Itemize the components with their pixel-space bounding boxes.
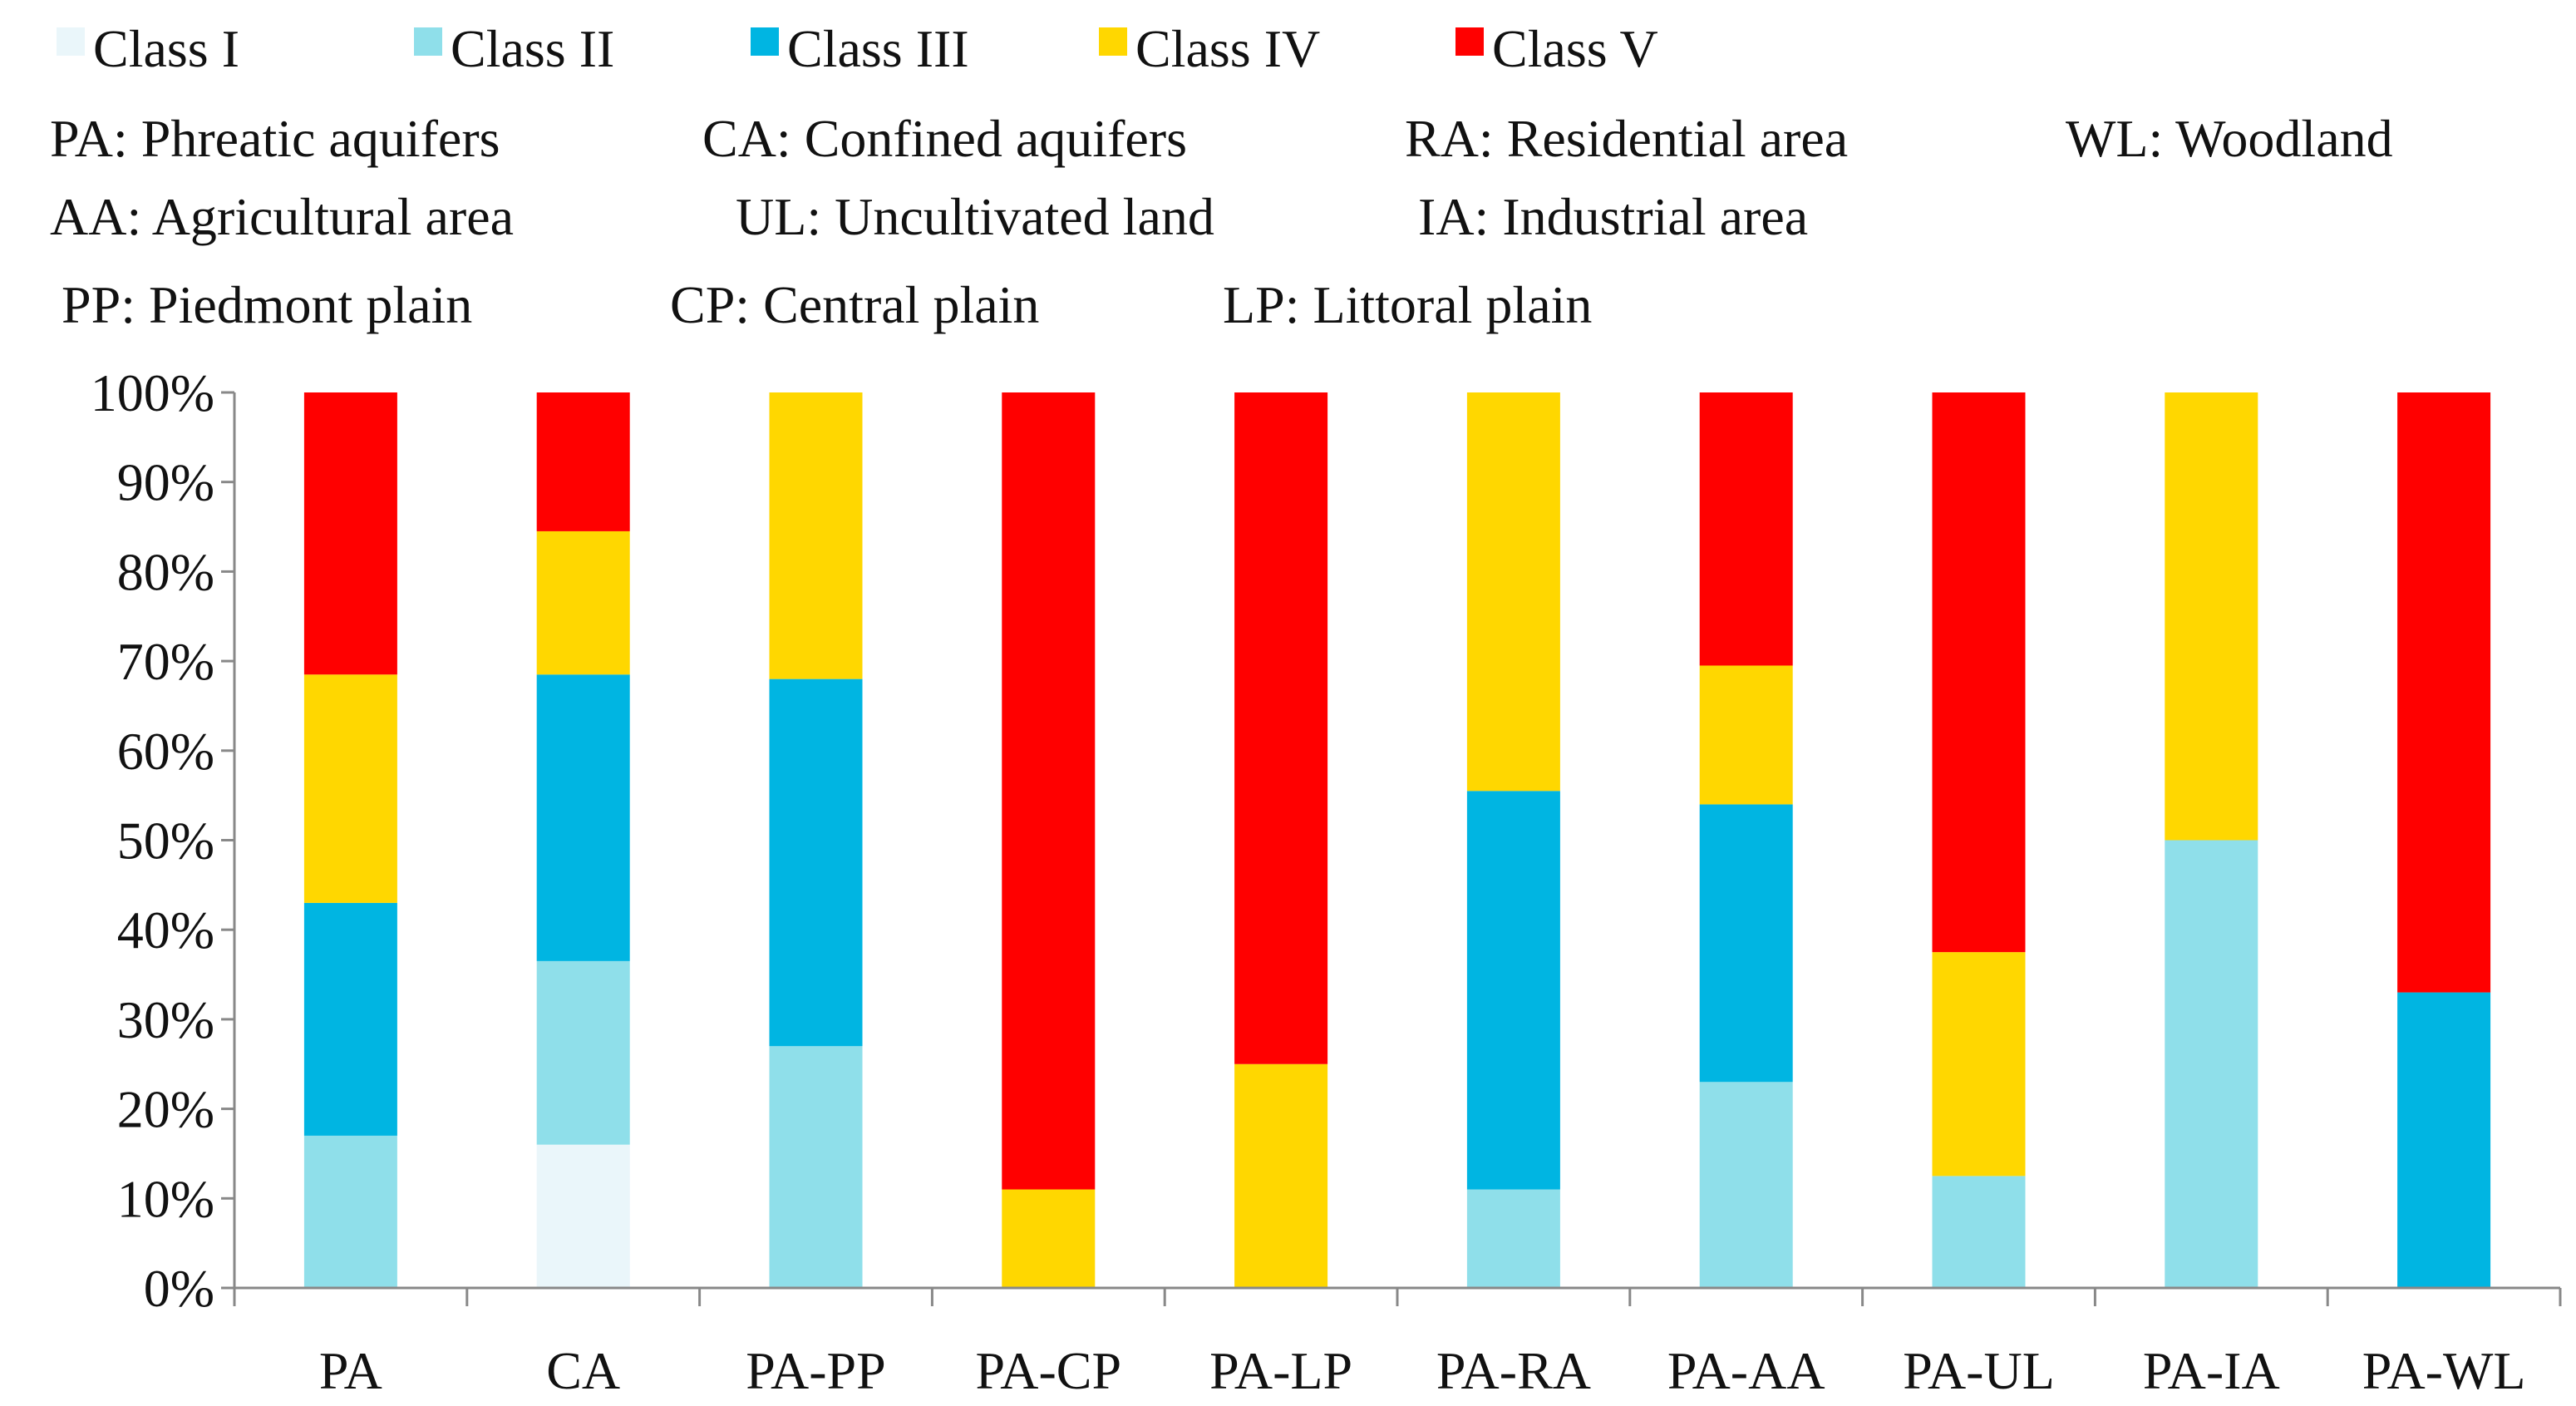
bar-segment-pa-ia-class-ii	[2165, 840, 2258, 1288]
legend-label-class-ii: Class II	[451, 19, 614, 78]
bar-segment-ca-class-i	[536, 1144, 630, 1288]
legend-swatch-class-ii	[414, 27, 442, 56]
note-ia: IA: Industrial area	[1418, 187, 1808, 246]
bar-segment-ca-class-ii	[536, 960, 630, 1145]
bar-segment-pa-class-iii	[303, 902, 397, 1136]
x-tick-label-pa-ia: PA-IA	[2143, 1341, 2280, 1400]
y-tick-label: 60%	[117, 722, 214, 781]
note-ra: RA: Residential area	[1405, 109, 1848, 168]
bar-segment-pa-aa-class-ii	[1699, 1082, 1793, 1288]
bar-segment-pa-pp-class-iii	[769, 678, 863, 1047]
bar-segment-pa-ul-class-iv	[1932, 952, 2026, 1177]
bar-segment-pa-ra-class-iv	[1466, 392, 1560, 792]
y-tick-label: 90%	[117, 453, 214, 512]
y-tick-label: 30%	[117, 990, 214, 1049]
note-ca: CA: Confined aquifers	[702, 109, 1187, 168]
y-tick-label: 70%	[117, 632, 214, 691]
legend: Class I Class II Class III Class IV Class V	[57, 19, 1658, 78]
bar-segment-pa-ul-class-ii	[1932, 1176, 2026, 1288]
note-aa: AA: Agricultural area	[50, 187, 514, 246]
x-tick-label-ca: CA	[546, 1341, 620, 1400]
x-tick-label-pa-lp: PA-LP	[1209, 1341, 1352, 1400]
y-tick-label: 0%	[144, 1259, 214, 1318]
x-tick-label-pa-ul: PA-UL	[1903, 1341, 2055, 1400]
bar-segment-pa-ia-class-iv	[2165, 392, 2258, 841]
bar-segment-pa-pp-class-iv	[769, 392, 863, 679]
bar-segment-pa-lp-class-iv	[1234, 1063, 1328, 1288]
bar-segment-ca-class-v	[536, 392, 630, 531]
x-tick-label-pa-cp: PA-CP	[976, 1341, 1122, 1400]
y-tick-label: 80%	[117, 542, 214, 601]
y-tick-label: 100%	[91, 363, 214, 422]
bar-segment-ca-class-iii	[536, 674, 630, 961]
legend-swatch-class-v	[1455, 27, 1484, 56]
bars	[303, 392, 2491, 1288]
x-tick-label-pa-pp: PA-PP	[746, 1341, 885, 1400]
bar-segment-pa-pp-class-ii	[769, 1046, 863, 1288]
legend-label-class-iii: Class III	[787, 19, 969, 78]
bar-segment-pa-wl-class-iii	[2397, 992, 2491, 1288]
bar-segment-pa-class-ii	[303, 1135, 397, 1288]
legend-label-class-i: Class I	[93, 19, 239, 78]
note-pa: PA: Phreatic aquifers	[50, 109, 500, 168]
x-tick-label-pa-aa: PA-AA	[1667, 1341, 1825, 1400]
bar-segment-pa-ra-class-iii	[1466, 791, 1560, 1190]
bar-segment-pa-aa-class-iv	[1699, 665, 1793, 805]
legend-swatch-class-iii	[751, 27, 779, 56]
bar-segment-pa-cp-class-v	[1002, 392, 1096, 1190]
legend-label-class-v: Class V	[1492, 19, 1658, 78]
note-ul: UL: Uncultivated land	[736, 187, 1214, 246]
abbreviation-notes: PA: Phreatic aquifers CA: Confined aquife…	[50, 109, 2393, 334]
y-tick-label: 40%	[117, 900, 214, 960]
x-tick-label-pa: PA	[319, 1341, 382, 1400]
bar-segment-pa-aa-class-iii	[1699, 804, 1793, 1083]
note-pp: PP: Piedmont plain	[62, 275, 472, 334]
note-cp: CP: Central plain	[670, 275, 1039, 334]
bar-segment-pa-class-v	[303, 392, 397, 675]
bar-segment-ca-class-iv	[536, 530, 630, 675]
note-lp: LP: Littoral plain	[1223, 275, 1592, 334]
bar-segment-pa-cp-class-iv	[1002, 1189, 1096, 1288]
legend-swatch-class-iv	[1099, 27, 1127, 56]
bar-segment-pa-ul-class-v	[1932, 392, 2026, 953]
note-wl: WL: Woodland	[2066, 109, 2393, 168]
bar-segment-pa-ra-class-ii	[1466, 1189, 1560, 1288]
bar-segment-pa-class-iv	[303, 674, 397, 903]
x-tick-label-pa-ra: PA-RA	[1436, 1341, 1591, 1400]
y-tick-label: 10%	[117, 1169, 214, 1228]
legend-label-class-iv: Class IV	[1135, 19, 1320, 78]
y-axis: 0% 10% 20% 30% 40% 50% 60% 70% 80% 90% 100%	[91, 363, 236, 1318]
x-tick-label-pa-wl: PA-WL	[2362, 1341, 2526, 1400]
bar-segment-pa-wl-class-v	[2397, 392, 2491, 993]
bar-segment-pa-lp-class-v	[1234, 392, 1328, 1064]
legend-swatch-class-i	[57, 27, 85, 56]
y-tick-label: 50%	[117, 812, 214, 871]
x-axis: PA CA PA-PP PA-CP PA-LP PA-RA PA-AA PA-UL PA-IA P…	[233, 1286, 2562, 1400]
y-tick-label: 20%	[117, 1080, 214, 1139]
bar-segment-pa-aa-class-v	[1699, 392, 1793, 666]
